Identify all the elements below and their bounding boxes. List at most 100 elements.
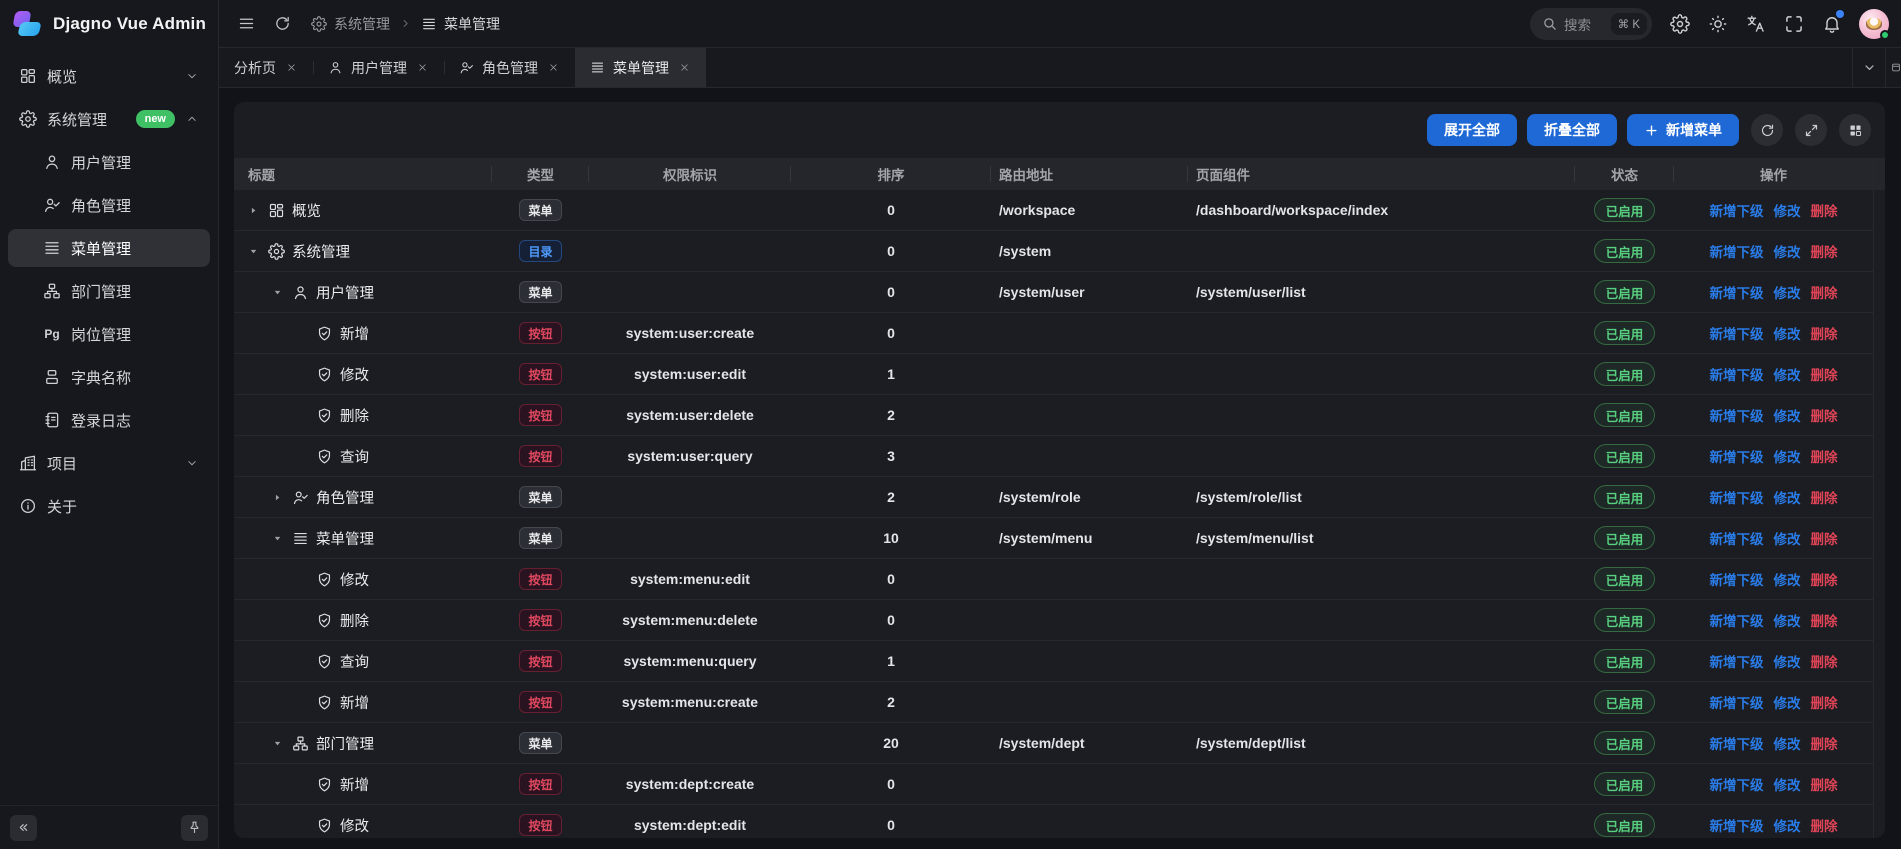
- edit-link[interactable]: 修改: [1773, 696, 1801, 711]
- sidebar-subitem-1-4[interactable]: Pg 岗位管理: [8, 315, 210, 353]
- sidebar-subitem-1-3[interactable]: 部门管理: [8, 272, 210, 310]
- refresh-table-button[interactable]: [1751, 114, 1783, 146]
- hamburger-menu-button[interactable]: [231, 9, 261, 39]
- tab-maximize-button[interactable]: [1885, 48, 1901, 87]
- add-child-link[interactable]: 新增下级: [1709, 532, 1764, 547]
- delete-link[interactable]: 删除: [1810, 573, 1838, 588]
- add-child-link[interactable]: 新增下级: [1709, 327, 1764, 342]
- add-child-link[interactable]: 新增下级: [1709, 409, 1764, 424]
- delete-link[interactable]: 删除: [1810, 245, 1838, 260]
- delete-link[interactable]: 删除: [1810, 655, 1838, 670]
- delete-link[interactable]: 删除: [1810, 819, 1838, 834]
- tab-1[interactable]: 用户管理: [313, 48, 444, 87]
- edit-link[interactable]: 修改: [1773, 819, 1801, 834]
- delete-link[interactable]: 删除: [1810, 286, 1838, 301]
- delete-link[interactable]: 删除: [1810, 532, 1838, 547]
- shield-icon: [318, 777, 330, 791]
- add-child-link[interactable]: 新增下级: [1709, 450, 1764, 465]
- add-child-link[interactable]: 新增下级: [1709, 737, 1764, 752]
- edit-link[interactable]: 修改: [1773, 450, 1801, 465]
- sidebar-item-1[interactable]: 系统管理 new: [8, 100, 210, 138]
- row-expand-toggle[interactable]: [272, 492, 288, 503]
- tab-close-icon[interactable]: [417, 62, 429, 74]
- edit-link[interactable]: 修改: [1773, 655, 1801, 670]
- route-path: [991, 599, 1188, 641]
- edit-link[interactable]: 修改: [1773, 327, 1801, 342]
- delete-link[interactable]: 删除: [1810, 737, 1838, 752]
- tab-close-icon[interactable]: [286, 62, 298, 74]
- sidebar-subitem-1-0[interactable]: 用户管理: [8, 143, 210, 181]
- edit-link[interactable]: 修改: [1773, 245, 1801, 260]
- sidebar-item-2[interactable]: 项目: [8, 444, 210, 482]
- add-child-link[interactable]: 新增下级: [1709, 819, 1764, 834]
- add-child-link[interactable]: 新增下级: [1709, 245, 1764, 260]
- tab-close-icon[interactable]: [679, 62, 691, 74]
- edit-link[interactable]: 修改: [1773, 204, 1801, 219]
- edit-link[interactable]: 修改: [1773, 409, 1801, 424]
- sidebar-subitem-1-2[interactable]: 菜单管理: [8, 229, 210, 267]
- delete-link[interactable]: 删除: [1810, 778, 1838, 793]
- delete-link[interactable]: 删除: [1810, 491, 1838, 506]
- table-fullscreen-button[interactable]: [1795, 114, 1827, 146]
- sidebar-item-0[interactable]: 概览: [8, 57, 210, 95]
- breadcrumb-item-0[interactable]: 系统管理: [311, 14, 390, 34]
- add-child-link[interactable]: 新增下级: [1709, 778, 1764, 793]
- delete-link[interactable]: 删除: [1810, 450, 1838, 465]
- tab-options-button[interactable]: [1852, 48, 1885, 87]
- delete-link[interactable]: 删除: [1810, 368, 1838, 383]
- row-expand-toggle[interactable]: [272, 287, 288, 298]
- edit-link[interactable]: 修改: [1773, 532, 1801, 547]
- search-input[interactable]: 搜索 ⌘ K: [1530, 7, 1652, 40]
- row-expand-toggle[interactable]: [272, 533, 288, 544]
- collapse-all-button[interactable]: 折叠全部: [1527, 114, 1617, 146]
- add-menu-button[interactable]: 新增菜单: [1627, 114, 1739, 146]
- theme-toggle-button[interactable]: [1707, 13, 1728, 34]
- edit-link[interactable]: 修改: [1773, 573, 1801, 588]
- edit-link[interactable]: 修改: [1773, 368, 1801, 383]
- fullscreen-button[interactable]: [1783, 13, 1804, 34]
- sidebar-subitem-1-5[interactable]: 字典名称: [8, 358, 210, 396]
- tab-close-icon[interactable]: [548, 62, 560, 74]
- edit-link[interactable]: 修改: [1773, 614, 1801, 629]
- language-button[interactable]: [1745, 13, 1766, 34]
- tab-0[interactable]: 分析页: [219, 48, 313, 87]
- add-child-link[interactable]: 新增下级: [1709, 286, 1764, 301]
- edit-link[interactable]: 修改: [1773, 286, 1801, 301]
- delete-link[interactable]: 删除: [1810, 204, 1838, 219]
- sidebar-subitem-1-1[interactable]: 角色管理: [8, 186, 210, 224]
- table-scrollbar[interactable]: [1873, 158, 1885, 838]
- tab-3[interactable]: 菜单管理: [575, 48, 706, 87]
- add-child-link[interactable]: 新增下级: [1709, 204, 1764, 219]
- edit-link[interactable]: 修改: [1773, 778, 1801, 793]
- refresh-page-button[interactable]: [267, 9, 297, 39]
- delete-link[interactable]: 删除: [1810, 614, 1838, 629]
- sidebar-item-3[interactable]: 关于: [8, 487, 210, 525]
- user-avatar[interactable]: [1859, 8, 1890, 40]
- add-child-link[interactable]: 新增下级: [1709, 368, 1764, 383]
- expand-all-button[interactable]: 展开全部: [1427, 114, 1517, 146]
- logo-row[interactable]: Djagno Vue Admin: [0, 0, 218, 48]
- add-child-link[interactable]: 新增下级: [1709, 655, 1764, 670]
- notifications-button[interactable]: [1821, 10, 1844, 34]
- row-expand-toggle[interactable]: [248, 246, 264, 257]
- delete-link[interactable]: 删除: [1810, 696, 1838, 711]
- row-expand-toggle[interactable]: [248, 205, 264, 216]
- delete-link[interactable]: 删除: [1810, 409, 1838, 424]
- add-child-link[interactable]: 新增下级: [1709, 491, 1764, 506]
- user-check-icon: [460, 62, 473, 74]
- user-icon: [294, 285, 306, 299]
- row-expand-toggle[interactable]: [272, 738, 288, 749]
- sidebar-subitem-1-6[interactable]: 登录日志: [8, 401, 210, 439]
- add-child-link[interactable]: 新增下级: [1709, 614, 1764, 629]
- edit-link[interactable]: 修改: [1773, 737, 1801, 752]
- tab-2[interactable]: 角色管理: [444, 48, 575, 87]
- add-child-link[interactable]: 新增下级: [1709, 696, 1764, 711]
- breadcrumb-item-1[interactable]: 菜单管理: [421, 14, 500, 34]
- add-child-link[interactable]: 新增下级: [1709, 573, 1764, 588]
- collapse-sidebar-button[interactable]: [10, 814, 37, 841]
- delete-link[interactable]: 删除: [1810, 327, 1838, 342]
- edit-link[interactable]: 修改: [1773, 491, 1801, 506]
- column-settings-button[interactable]: [1839, 114, 1871, 146]
- pin-sidebar-button[interactable]: [181, 814, 208, 841]
- settings-button[interactable]: [1669, 13, 1690, 34]
